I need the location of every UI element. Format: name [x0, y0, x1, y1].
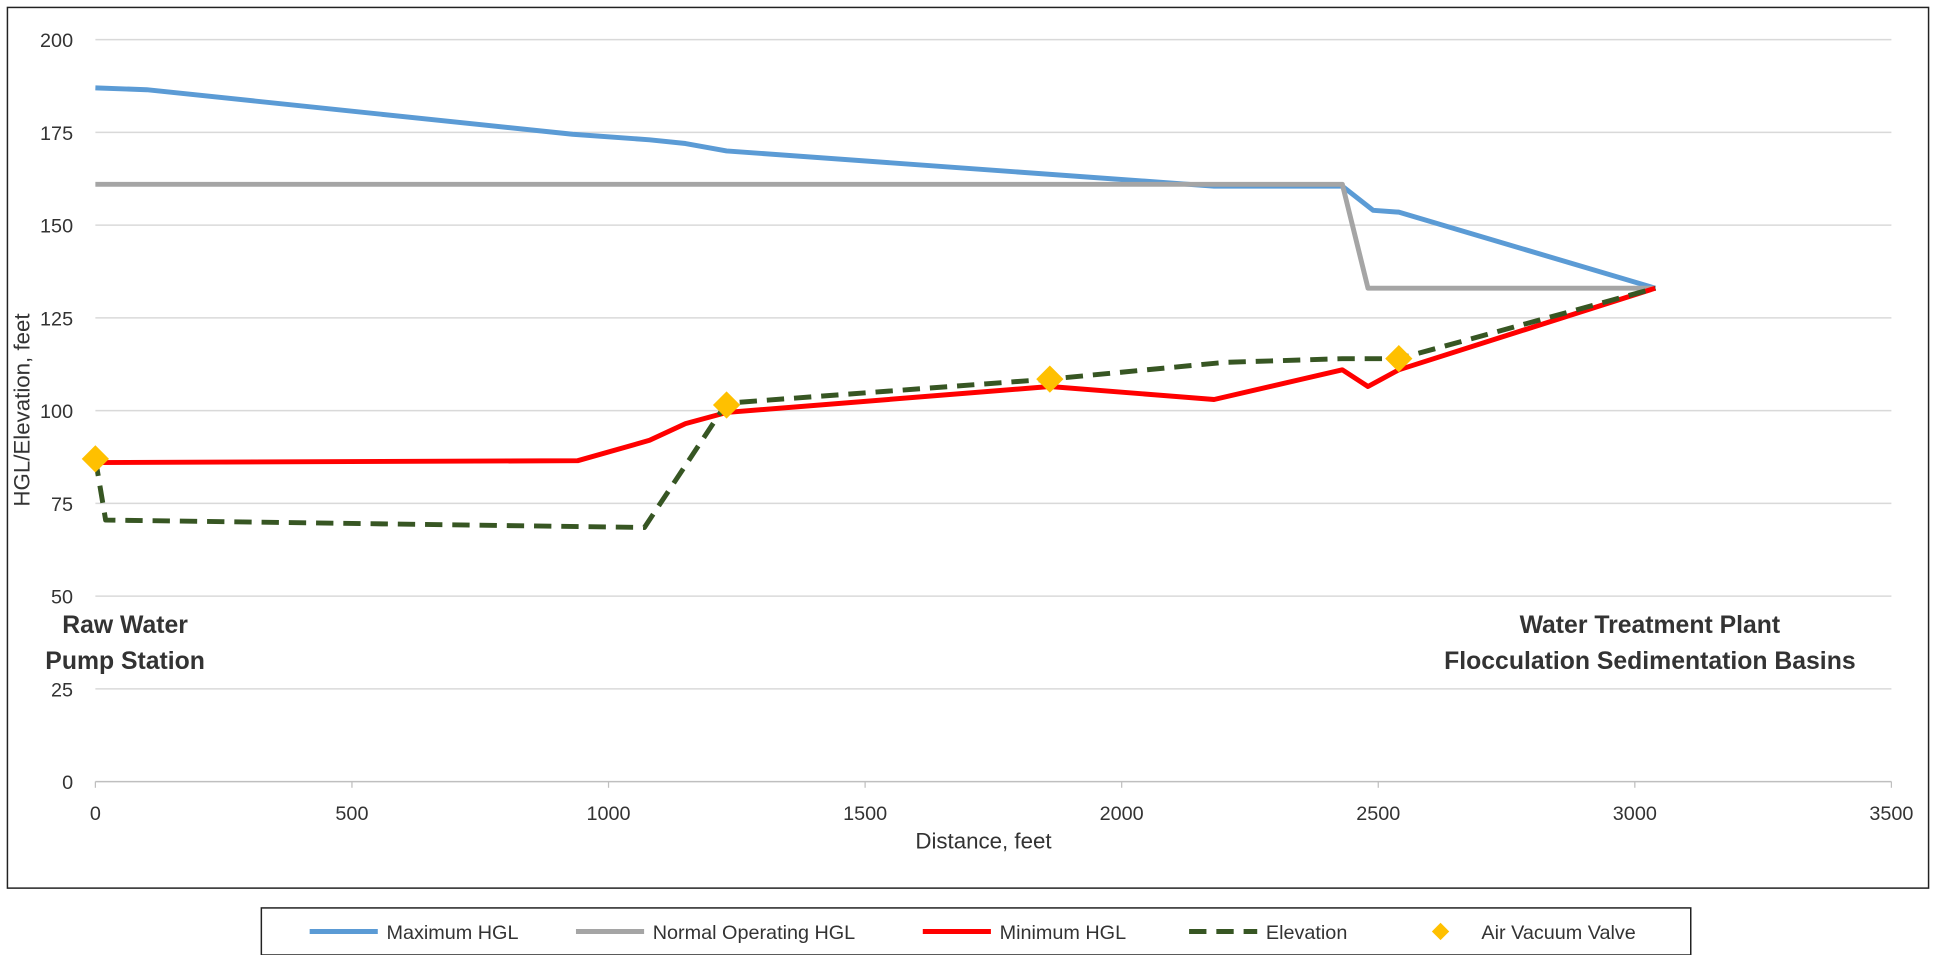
y-tick-label: 50	[51, 587, 73, 609]
y-tick-label: 200	[40, 30, 73, 52]
annotation: Pump Station	[45, 648, 205, 675]
chart-border	[6, 6, 1930, 889]
y-axis-label: HGL/Elevation, feet	[10, 313, 35, 507]
series-line	[92, 285, 1657, 530]
marker	[1036, 365, 1064, 393]
y-tick-label: 125	[40, 308, 73, 330]
marker	[81, 445, 110, 473]
legend-label: Air Vacuum Valve	[1481, 922, 1635, 944]
legend-label: Elevation	[1266, 922, 1347, 944]
legend-swatch	[1431, 922, 1450, 941]
series-line	[95, 181, 1656, 291]
x-tick-label: 2000	[1100, 803, 1144, 825]
y-tick-label: 175	[40, 123, 73, 145]
annotation: Raw Water	[62, 612, 188, 639]
y-tick-label: 75	[51, 494, 73, 516]
x-tick-label: 2500	[1356, 803, 1400, 825]
x-tick-label: 1000	[587, 803, 631, 825]
x-tick-label: 0	[90, 803, 101, 825]
series-line	[95, 285, 1657, 466]
marker	[1385, 345, 1413, 373]
x-axis-label: Distance, feet	[915, 828, 1052, 853]
annotation: Water Treatment Plant	[1520, 612, 1781, 639]
series-line	[95, 85, 1657, 291]
y-tick-label: 150	[40, 216, 73, 238]
x-tick-label: 3000	[1613, 803, 1657, 825]
legend-label: Minimum HGL	[1000, 922, 1127, 944]
x-tick-label: 500	[335, 803, 368, 825]
x-tick-label: 1500	[843, 803, 887, 825]
legend-label: Maximum HGL	[386, 922, 518, 944]
x-tick-label: 3500	[1869, 803, 1913, 825]
y-tick-label: 0	[62, 772, 73, 794]
legend-label: Normal Operating HGL	[653, 922, 855, 944]
y-tick-label: 25	[51, 679, 73, 701]
annotation: Flocculation Sedimentation Basins	[1444, 648, 1855, 675]
y-tick-label: 100	[40, 401, 73, 423]
